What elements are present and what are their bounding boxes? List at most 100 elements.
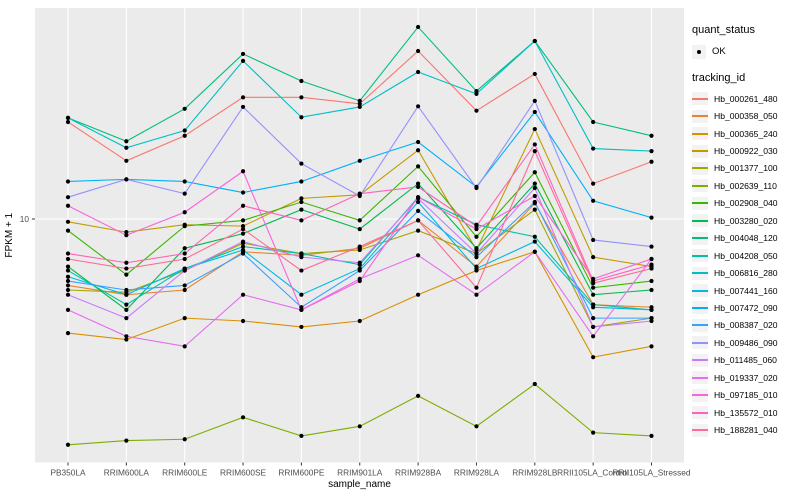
legend-key: [692, 371, 708, 385]
tracking-id-legend-items: Hb_000261_480 Hb_000358_050 Hb_000365_240 H…: [692, 90, 798, 439]
legend-item-tracking: Hb_007441_160: [692, 282, 798, 299]
data-point: [474, 424, 479, 429]
legend-item-tracking: Hb_004048_120: [692, 230, 798, 247]
data-point: [182, 287, 187, 293]
x-tick-label: RRIM600LE: [162, 468, 208, 478]
data-point: [182, 268, 187, 273]
data-point: [65, 268, 71, 273]
data-point: [416, 393, 421, 399]
data-point: [65, 283, 71, 288]
data-point: [240, 51, 246, 57]
data-point: [65, 256, 71, 262]
legend-key: [692, 127, 708, 141]
data-point: [240, 239, 246, 244]
legend-key: [692, 423, 708, 437]
data-point: [357, 260, 362, 265]
data-point: [240, 292, 246, 297]
tracking-id-legend-title: tracking_id: [692, 72, 746, 84]
data-point: [182, 224, 187, 229]
legend-item-tracking: Hb_000261_480: [692, 90, 798, 107]
data-point: [65, 119, 71, 125]
data-point: [416, 24, 421, 30]
data-point: [299, 268, 304, 273]
x-tick-label: RRII105LA_Control: [557, 468, 629, 478]
data-point: [240, 169, 246, 174]
data-point: [357, 268, 362, 273]
data-point: [65, 287, 71, 293]
data-point: [532, 71, 537, 77]
x-tick-label: PB350LA: [50, 468, 86, 478]
data-point: [240, 104, 246, 110]
data-point: [591, 292, 596, 297]
data-point: [474, 226, 479, 232]
legend-key: [692, 231, 708, 245]
data-point: [124, 233, 129, 238]
legend-label: Hb_007472_090: [714, 302, 778, 313]
legend-key: [692, 284, 708, 298]
series-color-line-icon: [692, 324, 708, 327]
data-point: [532, 249, 537, 254]
data-point: [591, 237, 596, 243]
point-marker-icon: [697, 49, 701, 54]
data-point: [299, 199, 304, 205]
data-point: [532, 181, 537, 186]
legend-item-tracking: Hb_019337_020: [692, 369, 798, 386]
legend-item-tracking: Hb_003280_020: [692, 212, 798, 229]
data-point: [124, 139, 129, 144]
data-point: [299, 207, 304, 212]
data-point: [649, 148, 654, 154]
series-color-line-icon: [692, 306, 708, 309]
data-point: [299, 307, 304, 312]
data-point: [124, 302, 129, 307]
data-point: [591, 281, 596, 286]
data-point: [416, 148, 421, 153]
data-point: [532, 199, 537, 205]
data-point: [532, 142, 537, 147]
legend-label: Hb_001377_100: [714, 163, 778, 174]
legend-item-tracking: Hb_002908_040: [692, 195, 798, 212]
data-point: [124, 316, 129, 321]
data-point: [124, 337, 129, 342]
data-point: [299, 161, 304, 166]
data-point: [299, 196, 304, 201]
legend-label: Hb_188281_040: [714, 425, 778, 436]
data-point: [240, 251, 246, 256]
series-color-line-icon: [692, 254, 708, 257]
data-point: [357, 158, 362, 163]
quant-status-legend-title: quant_status: [692, 24, 755, 36]
data-point: [299, 433, 304, 438]
legend-item-tracking: Hb_004208_050: [692, 247, 798, 264]
legend-label: Hb_000261_480: [714, 93, 778, 104]
legend-item-tracking: Hb_097185_010: [692, 386, 798, 403]
legend-label: Hb_004208_050: [714, 250, 778, 261]
data-point: [416, 253, 421, 258]
data-point: [65, 115, 71, 120]
data-point: [649, 244, 654, 249]
data-point: [65, 442, 71, 447]
legend-item-tracking: Hb_000358_050: [692, 107, 798, 124]
data-point: [591, 355, 596, 360]
data-point: [65, 203, 71, 208]
data-point: [240, 226, 246, 232]
data-point: [124, 145, 129, 150]
data-point: [124, 287, 129, 293]
legend-label: Hb_097185_010: [714, 390, 778, 401]
y-axis-title: FPKM + 1: [4, 212, 15, 257]
data-point: [124, 158, 129, 163]
x-tick-label: RRIM600SE: [220, 468, 267, 478]
legend-item-tracking: Hb_001377_100: [692, 160, 798, 177]
y-tick-label: 10: [20, 214, 30, 224]
data-point: [240, 244, 246, 249]
data-point: [182, 179, 187, 184]
data-point: [182, 133, 187, 138]
data-point: [591, 430, 596, 435]
series-color-line-icon: [692, 394, 708, 397]
data-point: [240, 224, 246, 229]
legend-key: [692, 144, 708, 158]
series-color-line-icon: [692, 167, 708, 170]
x-axis-labels: PB350LA RRIM600LA RRIM600LE RRIM600SE RRIM60…: [50, 468, 690, 478]
x-tick-label: RRIM928BA: [395, 468, 442, 478]
data-point: [532, 185, 537, 191]
data-point: [299, 292, 304, 297]
